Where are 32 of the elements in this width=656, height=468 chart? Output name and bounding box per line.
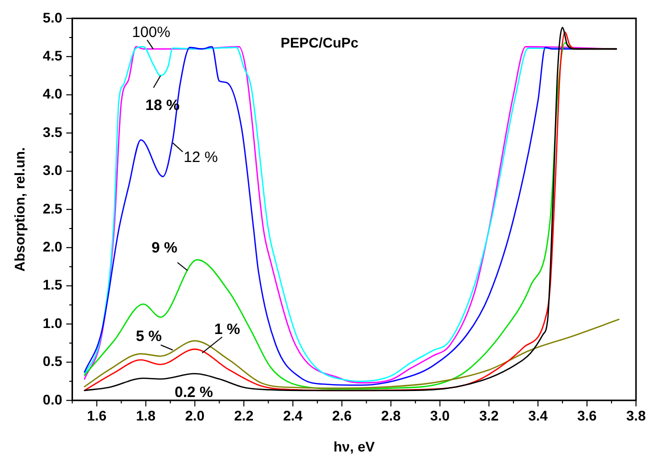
y-tick-label: 5.0	[42, 9, 62, 26]
x-tick-label: 3.6	[577, 408, 597, 424]
x-tick-label: 3.2	[479, 408, 499, 424]
x-tick-label: 2.2	[234, 408, 254, 424]
y-tick-label: 3.5	[42, 124, 62, 140]
annotation: 12 %	[184, 149, 218, 166]
annotation: 100%	[132, 24, 170, 42]
y-tick-label: 0.0	[42, 391, 62, 408]
annotation: 0.2 %	[174, 384, 213, 401]
y-tick-label: 4.5	[42, 47, 62, 64]
y-tick-label: 0.5	[42, 353, 62, 370]
x-tick-label: 3.4	[528, 408, 548, 424]
text: PEPC/CuPc	[280, 34, 359, 50]
x-tick-label: 3.0	[430, 408, 450, 424]
y-tick-label: 2.5	[42, 200, 62, 216]
x-axis-title: hν, eV	[334, 438, 376, 454]
annotation: 5 %	[136, 328, 162, 346]
annotation: 1 %	[214, 321, 240, 338]
x-tick-label: 2.8	[381, 408, 401, 424]
y-tick-label: 1.0	[42, 314, 62, 331]
x-tick-label: 1.8	[136, 408, 156, 424]
y-tick-label: 1.5	[42, 276, 62, 293]
x-tick-label: 1.6	[87, 408, 107, 424]
y-tick-label: 3.0	[42, 162, 62, 178]
x-tick-label: 2.0	[185, 408, 205, 424]
x-tick-label: 2.4	[283, 408, 303, 424]
y-tick-label: 2.0	[42, 238, 62, 254]
x-tick-label: 2.6	[332, 408, 352, 424]
annotation: 9 %	[152, 240, 178, 257]
y-tick-label: 4.0	[42, 86, 62, 102]
y-axis-title: Absorption, rel.un.	[11, 147, 28, 272]
x-tick-label: 3.8	[626, 408, 646, 424]
